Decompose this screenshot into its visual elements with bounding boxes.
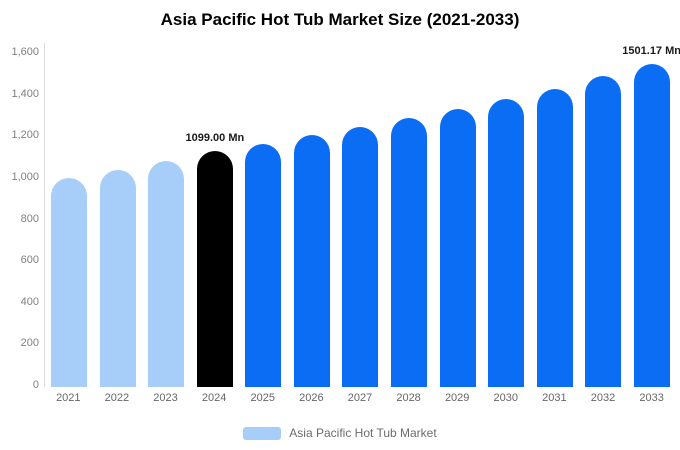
plot-wrap: 1,600 1,400 1,200 1,000 800 600 400 200 0 1099.0… bbox=[6, 43, 680, 391]
bar-column-2023 bbox=[142, 43, 191, 387]
bar-2026[interactable] bbox=[293, 135, 330, 387]
y-tick-label: 1,000 bbox=[11, 170, 39, 183]
y-tick-label: 1,400 bbox=[11, 87, 39, 100]
y-axis: 1,600 1,400 1,200 1,000 800 600 400 200 0 bbox=[6, 43, 44, 391]
y-tick-label: 800 bbox=[20, 212, 39, 225]
chart-title: Asia Pacific Hot Tub Market Size (2021-2… bbox=[160, 10, 520, 29]
bar-2028[interactable] bbox=[390, 118, 427, 387]
x-tick-label-2022: 2022 bbox=[104, 392, 130, 404]
y-tick-label: 400 bbox=[20, 295, 39, 308]
x-tick-label-2030: 2030 bbox=[493, 392, 519, 404]
x-tick-label-2026: 2026 bbox=[299, 392, 324, 404]
plot-area: 1099.00 Mn 1501.17 Mn bbox=[44, 43, 680, 387]
bar-2022[interactable] bbox=[99, 170, 136, 387]
bar-column-2030 bbox=[482, 43, 531, 387]
bar-column-2024: 1099.00 Mn bbox=[186, 43, 244, 387]
y-tick-label: 200 bbox=[20, 337, 39, 350]
y-tick-label: 1,600 bbox=[11, 46, 39, 58]
bar-column-2031 bbox=[530, 43, 579, 387]
bar-2027[interactable] bbox=[342, 127, 379, 387]
legend-swatch-icon bbox=[243, 426, 282, 440]
x-tick-label-2031: 2031 bbox=[542, 392, 567, 404]
x-tick-label-2033: 2033 bbox=[639, 392, 664, 404]
x-tick-label-2032: 2032 bbox=[590, 392, 616, 404]
bar-value-label-2024: 1099.00 Mn bbox=[185, 132, 245, 144]
bar-column-2032 bbox=[579, 43, 628, 387]
bar-2032[interactable] bbox=[585, 76, 622, 387]
bar-2029[interactable] bbox=[439, 109, 476, 387]
x-tick-label-2027: 2027 bbox=[347, 392, 373, 404]
bar-column-2033: 1501.17 Mn bbox=[622, 43, 680, 387]
x-axis: 2021 2022 2023 2024 2025 2026 2027 2028 2029 2030… bbox=[44, 392, 676, 404]
bar-column-2028 bbox=[385, 43, 434, 387]
bar-2030[interactable] bbox=[488, 99, 525, 387]
y-tick-label: 600 bbox=[20, 254, 39, 267]
x-tick-label-2023: 2023 bbox=[153, 392, 178, 404]
x-tick-label-2025: 2025 bbox=[250, 392, 275, 404]
y-tick-label: 1,200 bbox=[11, 129, 39, 142]
bar-2025[interactable] bbox=[245, 144, 282, 387]
bar-column-2027 bbox=[336, 43, 385, 387]
bar-column-2022 bbox=[94, 43, 143, 387]
bar-column-2021 bbox=[45, 43, 94, 387]
bar-2023[interactable] bbox=[148, 161, 185, 387]
x-tick-label-2024: 2024 bbox=[201, 392, 227, 404]
x-tick-label-2028: 2028 bbox=[396, 392, 421, 404]
legend[interactable]: Asia Pacific Hot Tub Market bbox=[0, 426, 680, 440]
bar-column-2025 bbox=[239, 43, 288, 387]
bar-2021[interactable] bbox=[51, 178, 88, 387]
bar-column-2029 bbox=[433, 43, 482, 387]
legend-label: Asia Pacific Hot Tub Market bbox=[289, 426, 437, 440]
bar-2024[interactable] bbox=[196, 151, 233, 387]
bar-column-2026 bbox=[288, 43, 337, 387]
x-tick-label-2029: 2029 bbox=[444, 392, 470, 404]
x-tick-label-2021: 2021 bbox=[56, 392, 81, 404]
bar-2033[interactable] bbox=[633, 64, 670, 387]
y-tick-label: 0 bbox=[32, 379, 39, 391]
bar-2031[interactable] bbox=[536, 89, 573, 387]
bar-value-label-2033: 1501.17 Mn bbox=[622, 45, 680, 57]
